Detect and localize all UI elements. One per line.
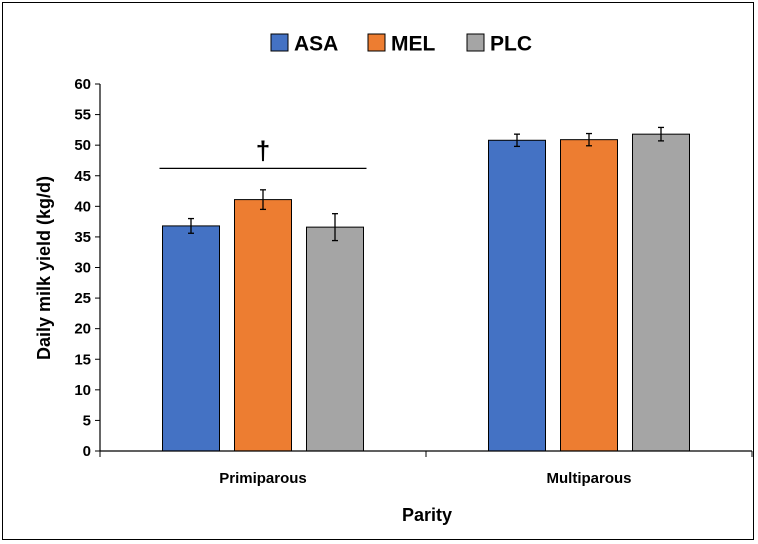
error-bar-asa-primiparous bbox=[188, 217, 194, 234]
bar-mel-primiparous bbox=[234, 199, 292, 452]
axes bbox=[99, 84, 753, 457]
error-bar-mel-primiparous bbox=[260, 189, 266, 211]
y-tick-label: 35 bbox=[74, 229, 91, 246]
y-tick-label: 60 bbox=[74, 76, 91, 93]
y-axis-ticks: 0 5 10 15 20 25 30 35 40 45 50 55 60 bbox=[74, 76, 100, 460]
y-tick-label: 40 bbox=[74, 198, 91, 215]
annotations: † bbox=[159, 135, 367, 170]
error-bar-plc-primiparous bbox=[332, 213, 338, 242]
x-axis-ticks: Primiparous Multiparous bbox=[219, 470, 631, 487]
x-tick-label: Multiparous bbox=[547, 470, 632, 487]
legend-label: MEL bbox=[391, 33, 436, 56]
legend-item-plc: PLC bbox=[466, 33, 532, 56]
x-axis-title: Parity bbox=[402, 505, 452, 525]
bar-plc-multiparous bbox=[632, 133, 690, 452]
error-bar-mel-multiparous bbox=[586, 132, 592, 147]
legend: ASA MEL PLC bbox=[270, 33, 532, 56]
significance-marker: † bbox=[256, 135, 270, 165]
y-tick-label: 5 bbox=[83, 412, 91, 429]
legend-swatch bbox=[270, 33, 289, 52]
bar-plc-primiparous bbox=[306, 226, 364, 452]
y-tick-label: 50 bbox=[74, 137, 91, 154]
y-tick-label: 10 bbox=[74, 382, 91, 399]
bar-asa-primiparous bbox=[162, 225, 220, 452]
y-tick-label: 20 bbox=[74, 321, 91, 338]
error-bar-asa-multiparous bbox=[514, 133, 520, 148]
legend-label: PLC bbox=[490, 33, 532, 56]
legend-label: ASA bbox=[294, 33, 338, 56]
legend-item-mel: MEL bbox=[367, 33, 436, 56]
bar-mel-multiparous bbox=[560, 139, 618, 452]
y-tick-label: 30 bbox=[74, 260, 91, 277]
bar-asa-multiparous bbox=[488, 139, 546, 452]
error-bar-plc-multiparous bbox=[658, 126, 664, 142]
legend-swatch bbox=[466, 33, 485, 52]
y-tick-label: 15 bbox=[74, 351, 91, 368]
error-bars bbox=[188, 126, 664, 242]
y-tick-label: 25 bbox=[74, 290, 91, 307]
y-tick-label: 0 bbox=[83, 443, 91, 460]
legend-item-asa: ASA bbox=[270, 33, 338, 56]
bars bbox=[162, 133, 690, 452]
y-axis-title: Daily milk yield (kg/d) bbox=[34, 176, 54, 360]
legend-swatch bbox=[367, 33, 386, 52]
x-tick-label: Primiparous bbox=[219, 470, 307, 487]
y-tick-label: 45 bbox=[74, 168, 91, 185]
y-tick-label: 55 bbox=[74, 107, 91, 124]
